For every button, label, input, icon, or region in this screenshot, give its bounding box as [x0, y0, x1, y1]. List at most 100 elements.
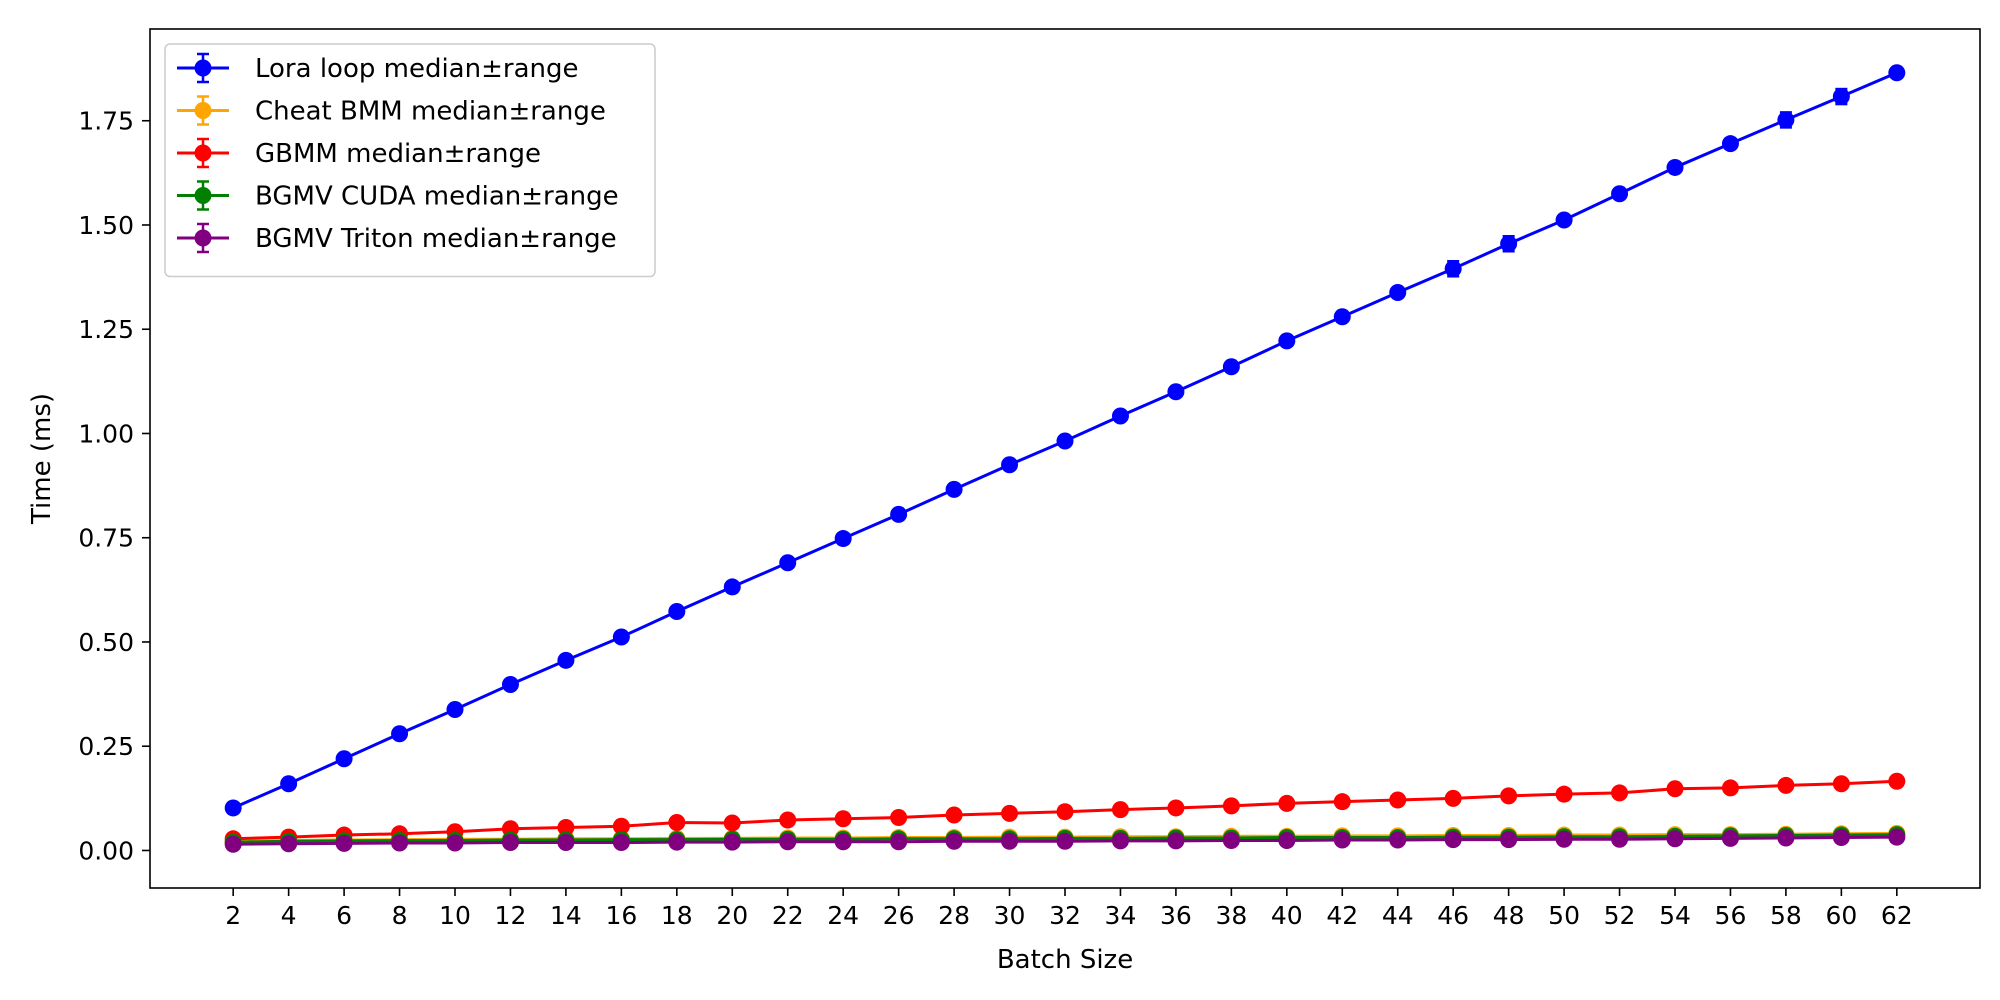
data-point [1500, 831, 1518, 849]
data-point [890, 809, 908, 827]
data-point [446, 834, 464, 852]
x-tick-label: 62 [1881, 901, 1913, 930]
data-point [1555, 211, 1573, 229]
legend-label: BGMV CUDA median±range [255, 182, 619, 212]
data-point [335, 750, 353, 768]
x-tick-label: 40 [1271, 901, 1303, 930]
y-tick-label: 1.75 [78, 107, 134, 136]
data-point [224, 835, 242, 853]
data-point [557, 819, 575, 837]
data-point [1500, 787, 1518, 805]
data-point [1555, 830, 1573, 848]
data-point [1278, 794, 1296, 812]
data-point [1001, 832, 1019, 850]
legend-marker [194, 144, 212, 162]
x-tick-label: 26 [883, 901, 915, 930]
data-point [945, 806, 963, 824]
legend-entry: BGMV CUDA median±range [177, 180, 619, 212]
data-point [890, 505, 908, 523]
data-point [1888, 64, 1906, 82]
data-point [1444, 789, 1462, 807]
legend-entry: GBMM median±range [177, 137, 541, 169]
data-point [1056, 803, 1074, 821]
data-point [1666, 158, 1684, 176]
data-point [1666, 780, 1684, 798]
y-tick-label: 1.50 [78, 211, 134, 240]
data-point [1389, 791, 1407, 809]
x-tick-label: 38 [1215, 901, 1247, 930]
data-point [1611, 830, 1629, 848]
data-point [1832, 829, 1850, 847]
x-tick-label: 24 [827, 901, 859, 930]
data-point [779, 554, 797, 572]
y-tick-label: 1.25 [78, 315, 134, 344]
x-tick-label: 56 [1715, 901, 1747, 930]
data-point [280, 775, 298, 793]
data-point [1333, 793, 1351, 811]
data-point [834, 530, 852, 548]
x-tick-label: 10 [439, 901, 471, 930]
x-tick-label: 60 [1825, 901, 1857, 930]
x-tick-label: 12 [495, 901, 527, 930]
y-axis-label: Time (ms) [27, 393, 57, 525]
series-2 [224, 772, 1906, 848]
legend-entry: Cheat BMM median±range [177, 95, 606, 127]
legend-entry: Lora loop median±range [177, 52, 578, 84]
data-point [1167, 799, 1185, 817]
data-point [1111, 832, 1129, 850]
legend-label: BGMV Triton median±range [255, 224, 617, 254]
data-point [1001, 456, 1019, 474]
data-point [335, 834, 353, 852]
data-point [612, 817, 630, 835]
y-tick-label: 0.50 [78, 628, 134, 657]
y-tick-label: 1.00 [78, 419, 134, 448]
data-point [668, 833, 686, 851]
x-tick-label: 36 [1160, 901, 1192, 930]
x-tick-label: 6 [336, 901, 352, 930]
data-point [446, 701, 464, 719]
data-point [1167, 383, 1185, 401]
x-tick-label: 42 [1326, 901, 1358, 930]
series-4 [224, 828, 1906, 853]
x-tick-label: 2 [225, 901, 241, 930]
data-point [1222, 831, 1240, 849]
data-point [1389, 284, 1407, 302]
x-tick-label: 18 [661, 901, 693, 930]
data-point [1167, 832, 1185, 850]
data-point [1333, 308, 1351, 326]
x-tick-label: 16 [605, 901, 637, 930]
data-point [1777, 111, 1795, 129]
data-point [1721, 779, 1739, 797]
series-0 [224, 64, 1906, 817]
data-point [1500, 235, 1518, 253]
legend-box [164, 43, 656, 278]
data-point [501, 834, 519, 852]
data-point [723, 814, 741, 832]
data-point [1888, 772, 1906, 790]
data-point [1222, 358, 1240, 376]
data-point [723, 578, 741, 596]
data-point [1832, 775, 1850, 793]
data-point [501, 676, 519, 694]
y-tick-label: 0.75 [78, 524, 134, 553]
legend-entry: BGMV Triton median±range [177, 222, 617, 254]
x-tick-label: 14 [550, 901, 582, 930]
x-tick-label: 20 [716, 901, 748, 930]
x-tick-label: 28 [938, 901, 970, 930]
x-tick-label: 44 [1382, 901, 1414, 930]
x-tick-label: 4 [281, 901, 297, 930]
data-point [1611, 784, 1629, 802]
data-point [612, 834, 630, 852]
data-point [1111, 407, 1129, 425]
data-point [945, 480, 963, 498]
x-tick-label: 54 [1659, 901, 1691, 930]
legend-label: GBMM median±range [255, 139, 541, 169]
y-tick-label: 0.00 [78, 836, 134, 865]
x-axis-label: Batch Size [997, 945, 1133, 975]
data-point [945, 832, 963, 850]
data-point [391, 834, 409, 852]
data-point [779, 811, 797, 829]
plot-area [224, 64, 1906, 853]
data-point [1389, 831, 1407, 849]
